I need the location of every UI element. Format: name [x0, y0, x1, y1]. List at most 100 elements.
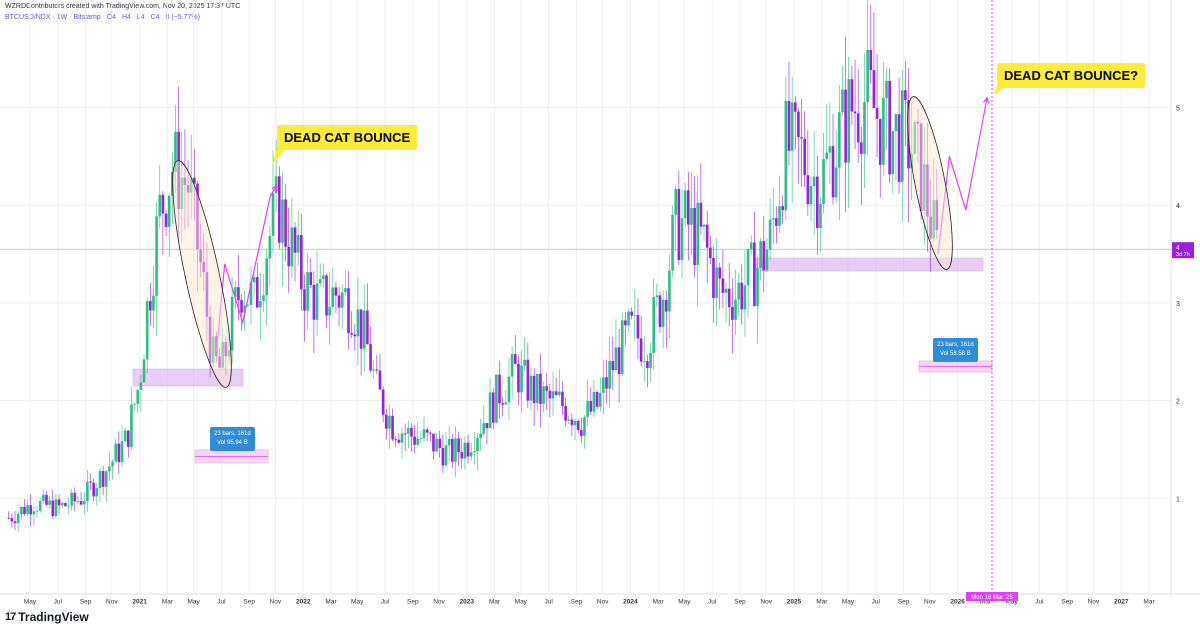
candle-body: [378, 370, 382, 390]
candle-body: [831, 146, 835, 198]
candle-body: [819, 203, 822, 229]
candle-body: [136, 390, 140, 404]
x-tick-label: Jul: [217, 598, 226, 605]
x-tick-label: 2027: [1114, 598, 1129, 605]
x-tick-label: Jul: [872, 598, 881, 605]
x-tick-label: May: [187, 598, 200, 605]
candle-body: [76, 501, 80, 502]
candle-body: [580, 430, 583, 436]
x-tick-label: 2024: [623, 598, 638, 605]
candle-body: [734, 299, 737, 320]
x-tick-label: Jul: [381, 598, 390, 605]
y-tick-label: 3: [1176, 301, 1180, 308]
candle-body: [841, 89, 844, 113]
candle-body: [705, 224, 709, 248]
symbol-name[interactable]: BTCUSD/NDX · 1W · Bitstamp: [5, 14, 101, 21]
candle-body: [624, 320, 627, 326]
x-tick-label: Sep: [243, 598, 255, 605]
candle-body: [347, 288, 350, 334]
candle-body: [746, 249, 750, 286]
candle-body: [576, 420, 580, 431]
candle-body: [133, 403, 136, 405]
candle-body: [155, 216, 158, 296]
candle-body: [847, 79, 851, 163]
candle-body: [95, 488, 99, 497]
chart-grid: [0, 0, 1171, 594]
candle-body: [259, 301, 262, 308]
candle-body: [605, 377, 608, 389]
candle-body: [727, 288, 731, 307]
candle-body: [702, 224, 706, 227]
candle-body: [501, 403, 504, 405]
candle-body: [762, 241, 766, 271]
range-stats-left: 23 bars, 161d Vol 95.94 B: [210, 427, 255, 451]
candle-body: [775, 218, 778, 226]
candle-body: [737, 282, 740, 300]
candle-body: [48, 500, 51, 505]
x-tick-label: Nov: [433, 598, 445, 605]
candle-body: [262, 295, 265, 302]
candle-body: [381, 389, 385, 415]
x-tick-label: Nov: [597, 598, 609, 605]
candle-body: [646, 361, 649, 369]
candle-body: [731, 306, 734, 320]
candle-body: [70, 492, 73, 506]
candle-body: [476, 437, 479, 452]
candle-body: [488, 392, 492, 429]
candle-body: [42, 494, 45, 501]
candle-body: [350, 333, 353, 335]
x-tick-label: Sep: [734, 598, 746, 605]
candle-body: [526, 359, 530, 401]
dead-cat-bounce-question-callout: DEAD CAT BOUNCE?: [997, 63, 1146, 88]
x-tick-label: Sep: [80, 598, 92, 605]
candle-body: [438, 438, 442, 449]
candle-body: [60, 503, 64, 506]
candle-body: [246, 304, 250, 306]
candle-body: [429, 432, 432, 434]
x-tick-label: May: [842, 598, 855, 605]
candle-body: [457, 438, 460, 453]
candle-body: [712, 257, 715, 299]
candle-body: [16, 514, 20, 524]
x-tick-label: 2025: [787, 598, 802, 605]
candle-body: [715, 267, 718, 299]
candle-body: [523, 359, 527, 366]
candle-body: [111, 461, 114, 467]
candle-body: [454, 438, 457, 462]
x-tick-label: Sep: [898, 598, 910, 605]
y-tick-label: 2: [1176, 399, 1180, 406]
candle-body: [765, 249, 769, 271]
candle-body: [466, 442, 470, 457]
candle-body: [384, 414, 388, 429]
candle-body: [797, 111, 800, 138]
candle-body: [642, 361, 646, 362]
candle-body: [375, 369, 379, 371]
candle-body: [768, 219, 772, 250]
x-tick-label: Sep: [407, 598, 419, 605]
ohlc-close: C4: [150, 14, 160, 21]
candle-body: [724, 288, 728, 293]
candle-body: [668, 270, 671, 312]
candle-body: [743, 285, 747, 310]
candle-body: [403, 433, 407, 435]
x-tick-label: Nov: [924, 598, 936, 605]
candle-body: [54, 499, 58, 517]
candle-body: [696, 202, 700, 266]
y-tick-label: 5: [1176, 106, 1180, 113]
candle-body: [300, 235, 303, 290]
y-tick-label: 4: [1176, 203, 1180, 210]
candle-body: [592, 391, 596, 412]
x-tick-label: Mar: [653, 598, 665, 605]
candle-body: [92, 482, 95, 497]
price-badge-bg: [1172, 242, 1194, 259]
candle-body: [268, 235, 272, 259]
support-zone-2025: [755, 257, 984, 272]
candle-body: [539, 373, 542, 404]
candle-body: [583, 416, 586, 436]
candle-body: [485, 423, 489, 429]
candle-body: [853, 111, 857, 114]
candle-body: [152, 295, 155, 311]
candle-body: [451, 438, 454, 462]
candle-body: [362, 310, 366, 349]
